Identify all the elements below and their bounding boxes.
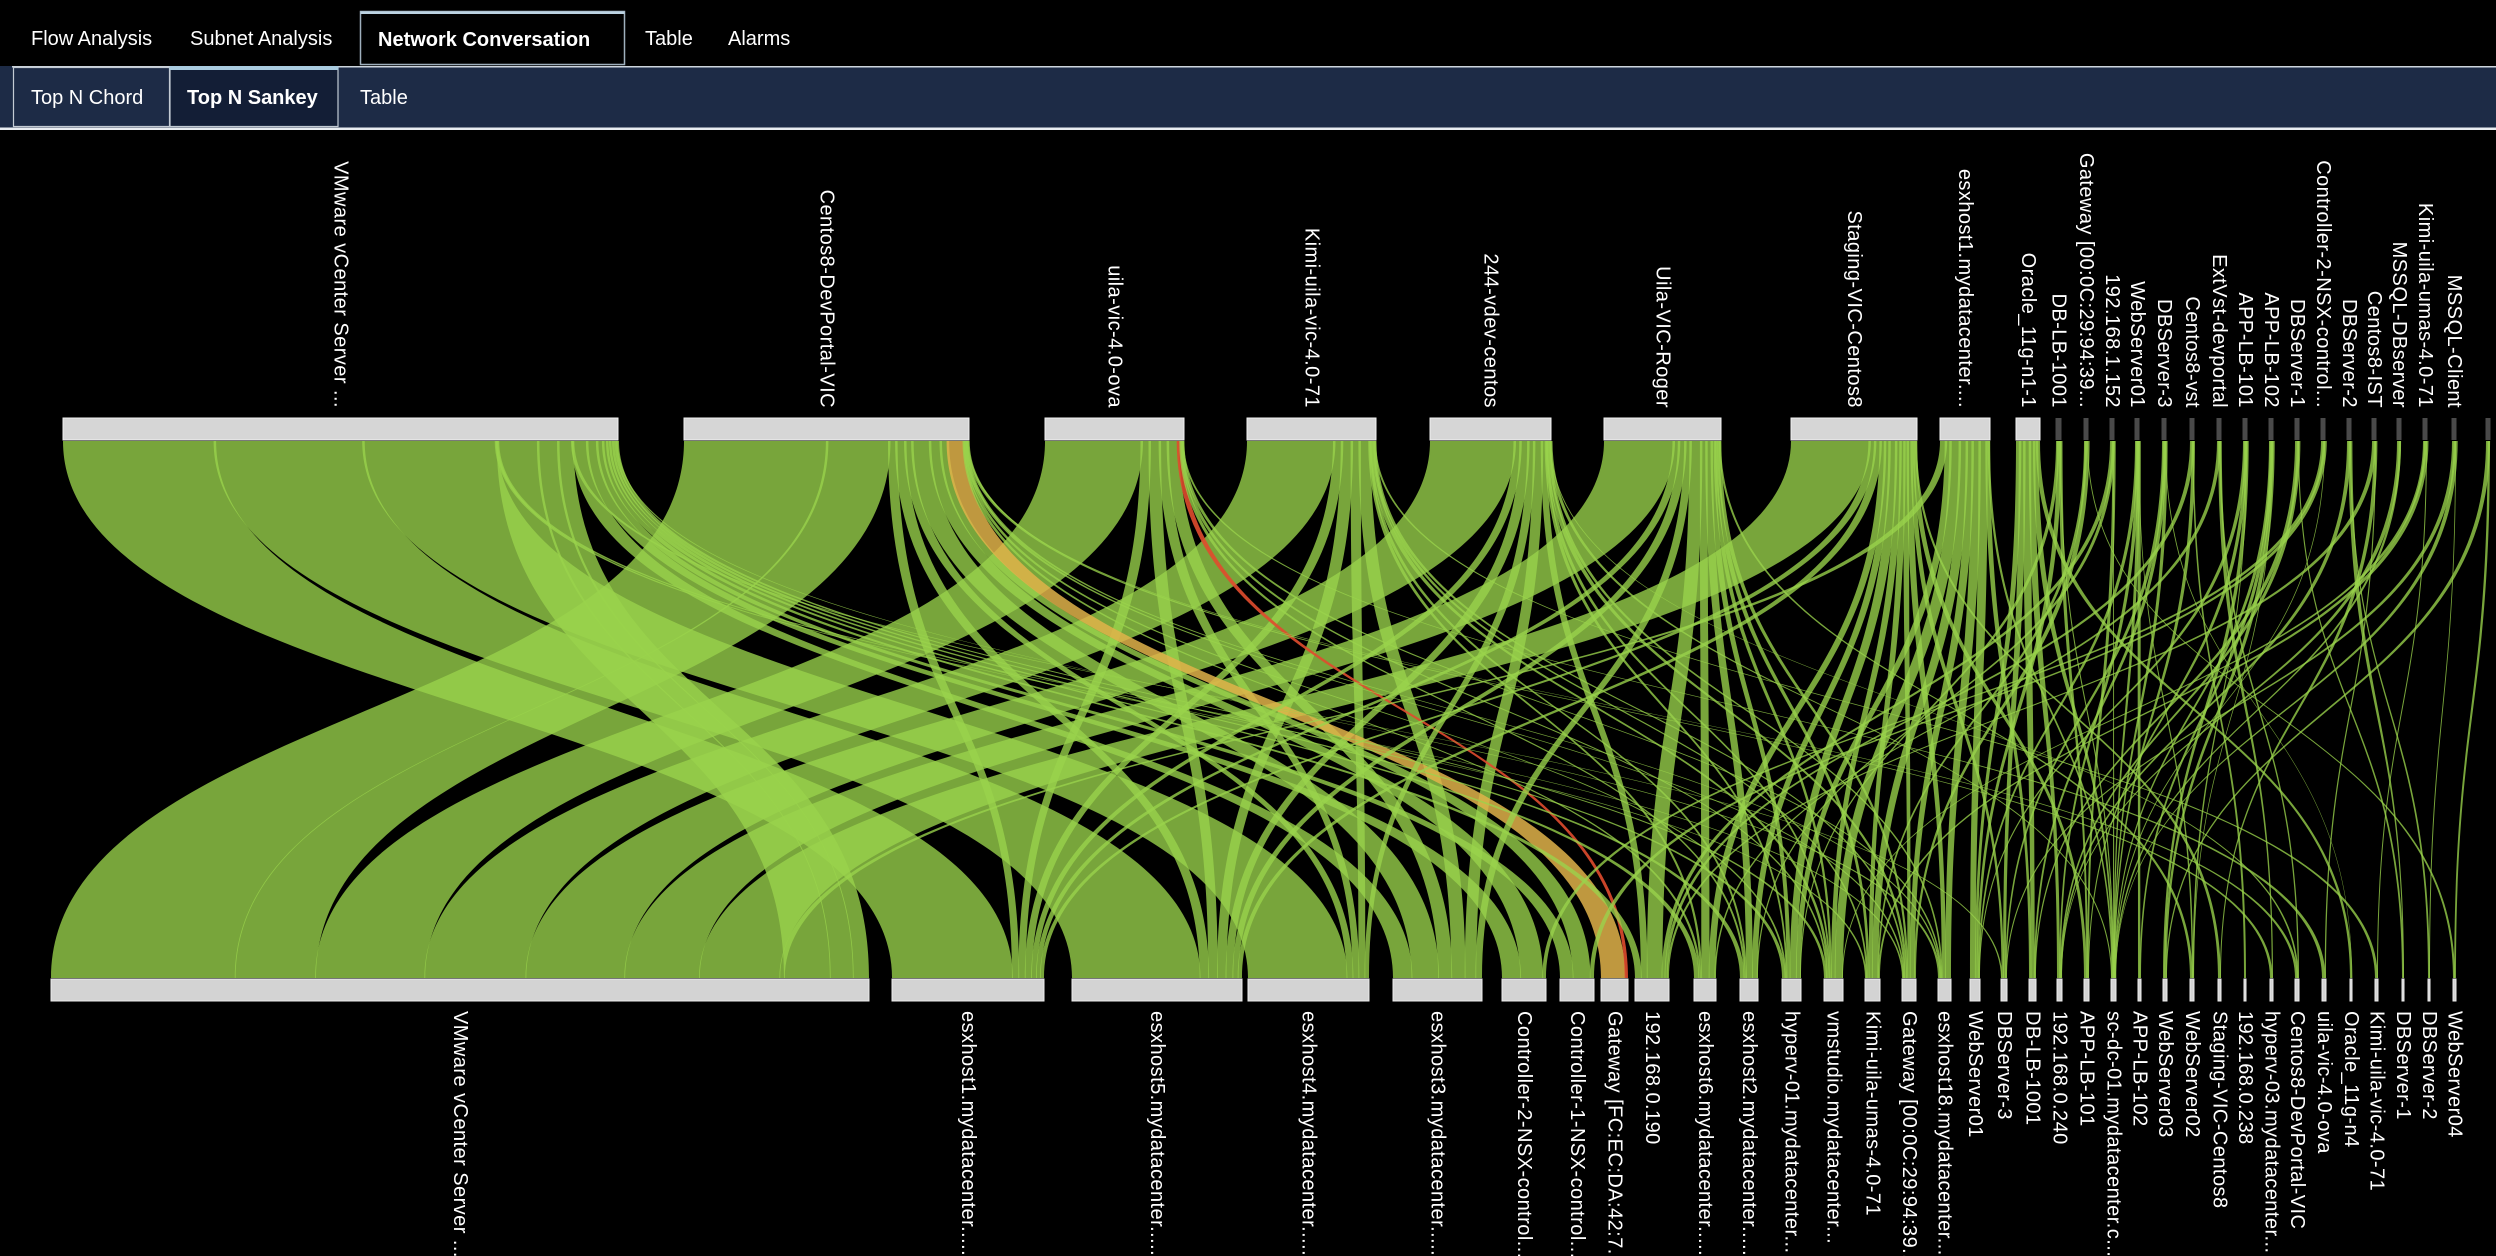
svg-text:esxhost3.mydatacenter.....: esxhost3.mydatacenter.....	[1427, 1011, 1449, 1256]
svg-text:DB-LB-1001: DB-LB-1001	[2022, 1011, 2044, 1126]
svg-text:DBServer-3: DBServer-3	[1993, 1011, 2015, 1120]
svg-text:APP-LB-101: APP-LB-101	[2076, 1011, 2098, 1127]
svg-text:Network Conversation: Network Conversation	[378, 29, 590, 51]
svg-text:Top N Sankey: Top N Sankey	[187, 87, 319, 109]
svg-text:MSSQL-Client: MSSQL-Client	[2443, 275, 2465, 408]
svg-text:esxhost2.mydatacenter.....: esxhost2.mydatacenter.....	[1738, 1011, 1760, 1256]
svg-text:DBServer-1: DBServer-1	[2392, 1011, 2414, 1120]
svg-text:Uila-VIC-Roger: Uila-VIC-Roger	[1652, 266, 1674, 408]
svg-text:WebServer01: WebServer01	[1964, 1011, 1986, 1138]
svg-text:DBServer-3: DBServer-3	[2153, 299, 2175, 408]
svg-text:sc-dc-01.mydatacenter.c...: sc-dc-01.mydatacenter.c...	[2103, 1011, 2125, 1256]
svg-text:Gateway [00:0C:29:94:39...: Gateway [00:0C:29:94:39...	[2075, 153, 2097, 408]
svg-text:esxhost4.mydatacenter.....: esxhost4.mydatacenter.....	[1298, 1011, 1320, 1256]
svg-text:Gateway [FC:EC:DA:42:7...: Gateway [FC:EC:DA:42:7...	[1604, 1011, 1626, 1256]
svg-text:uila-vic-4.0-ova: uila-vic-4.0-ova	[2313, 1011, 2335, 1154]
svg-text:hyperv-01.mydatacenter...: hyperv-01.mydatacenter...	[1781, 1011, 1803, 1253]
svg-text:Flow Analysis: Flow Analysis	[31, 28, 152, 50]
svg-text:Top N Chord: Top N Chord	[31, 87, 143, 109]
svg-text:Centos8-vst: Centos8-vst	[2181, 296, 2203, 408]
svg-text:APP-LB-101: APP-LB-101	[2234, 292, 2256, 408]
svg-text:esxhost18.mydatacenter...: esxhost18.mydatacenter...	[1934, 1011, 1956, 1256]
svg-text:Kimi-uila-vic-4.0-71: Kimi-uila-vic-4.0-71	[1301, 228, 1323, 408]
svg-text:VMware vCenter Server ....: VMware vCenter Server ....	[449, 1011, 471, 1256]
svg-text:Centos8-DevPortal-VIC: Centos8-DevPortal-VIC	[2286, 1011, 2308, 1229]
svg-text:Oracle_11g-n1-1: Oracle_11g-n1-1	[2017, 253, 2039, 408]
svg-text:WebServer02: WebServer02	[2181, 1011, 2203, 1138]
svg-text:Kimi-uila-vic-4.0-71: Kimi-uila-vic-4.0-71	[2366, 1011, 2388, 1191]
svg-text:WebServer01: WebServer01	[2126, 281, 2148, 408]
svg-text:esxhost1.mydatacenter.....: esxhost1.mydatacenter.....	[957, 1011, 979, 1256]
svg-text:192.168.1.152: 192.168.1.152	[2101, 274, 2123, 408]
svg-text:DBServer-1: DBServer-1	[2286, 299, 2308, 408]
svg-text:Centos8-IST: Centos8-IST	[2363, 291, 2385, 408]
svg-text:Controller-2-NSX-control...: Controller-2-NSX-control...	[2312, 160, 2334, 408]
svg-text:Controller-2-NSX-control...: Controller-2-NSX-control...	[1513, 1011, 1535, 1256]
svg-text:MSSQL-DBserver: MSSQL-DBserver	[2388, 242, 2410, 408]
svg-text:APP-LB-102: APP-LB-102	[2260, 292, 2282, 408]
svg-text:192.168.0.240: 192.168.0.240	[2049, 1011, 2071, 1145]
svg-text:Centos8-DevPortal-VIC: Centos8-DevPortal-VIC	[816, 190, 838, 408]
svg-text:WebServer04: WebServer04	[2444, 1011, 2466, 1138]
svg-text:uila-vic-4.0-ova: uila-vic-4.0-ova	[1104, 265, 1126, 408]
svg-text:192.168.0.190: 192.168.0.190	[1641, 1011, 1663, 1145]
svg-text:Staging-VIC-Centos8: Staging-VIC-Centos8	[2209, 1011, 2231, 1209]
svg-text:Oracle_11g-n4: Oracle_11g-n4	[2340, 1011, 2362, 1148]
svg-text:Staging-VIC-Centos8: Staging-VIC-Centos8	[1843, 210, 1865, 408]
svg-text:Subnet Analysis: Subnet Analysis	[190, 28, 332, 50]
svg-text:Kimi-uila-umas-4.0-71: Kimi-uila-umas-4.0-71	[1862, 1011, 1884, 1216]
svg-text:DBServer-2: DBServer-2	[2338, 299, 2360, 408]
svg-text:esxhost5.mydatacenter.....: esxhost5.mydatacenter.....	[1146, 1011, 1168, 1256]
svg-text:Gateway [00:0C:29:94:39...: Gateway [00:0C:29:94:39...	[1898, 1011, 1920, 1256]
svg-text:Table: Table	[360, 87, 408, 109]
svg-text:esxhost6.mydatacenter.....: esxhost6.mydatacenter.....	[1694, 1011, 1716, 1256]
svg-text:ExtVst-devportal: ExtVst-devportal	[2208, 254, 2230, 408]
svg-text:APP-LB-102: APP-LB-102	[2129, 1011, 2151, 1127]
svg-text:244-vdev-centos: 244-vdev-centos	[1480, 253, 1502, 408]
svg-text:DB-LB-1001: DB-LB-1001	[2048, 293, 2070, 408]
svg-text:Table: Table	[645, 28, 693, 50]
svg-text:WebServer03: WebServer03	[2154, 1011, 2176, 1138]
svg-text:Alarms: Alarms	[728, 28, 790, 50]
svg-text:192.168.0.238: 192.168.0.238	[2234, 1011, 2256, 1145]
svg-text:Kimi-uila-umas-4.0-71: Kimi-uila-umas-4.0-71	[2414, 203, 2436, 408]
svg-text:esxhost1.mydatacenter....: esxhost1.mydatacenter....	[1954, 169, 1976, 408]
svg-text:Controller-1-NSX-control...: Controller-1-NSX-control...	[1566, 1011, 1588, 1256]
svg-text:VMware vCenter Server ...: VMware vCenter Server ...	[330, 161, 352, 408]
svg-text:hyperv-03.mydatacenter...: hyperv-03.mydatacenter...	[2261, 1011, 2283, 1253]
svg-text:DBServer-2: DBServer-2	[2418, 1011, 2440, 1120]
svg-text:vmstudio.mydatacenter...: vmstudio.mydatacenter...	[1823, 1011, 1845, 1244]
